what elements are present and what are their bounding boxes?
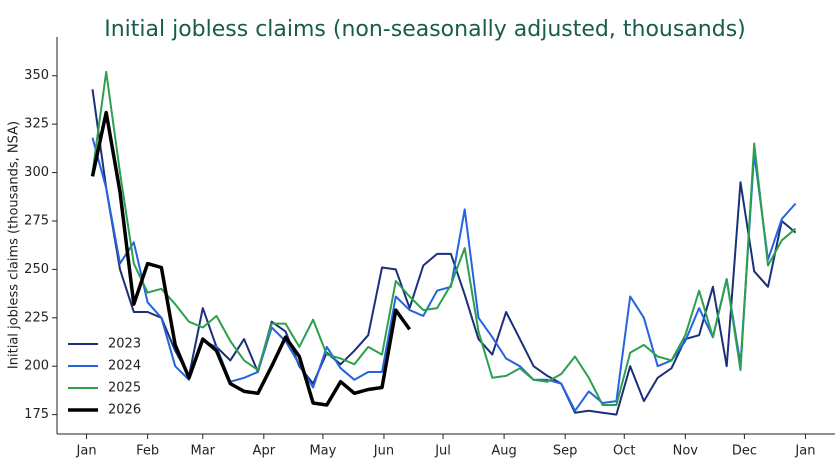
x-tick-label: May [309,444,336,459]
x-tick-label: Jan [794,444,815,459]
y-tick-label: 275 [24,213,49,228]
y-tick-label: 300 [24,165,49,180]
x-tick-label: Dec [732,444,757,459]
x-tick-label: Jan [76,444,97,459]
y-tick-label: 175 [24,407,49,422]
y-tick-label: 200 [24,359,49,374]
y-tick-label: 325 [24,117,49,132]
x-tick-label: Nov [673,444,699,459]
series-line [91,89,797,416]
x-tick-label: Jun [373,444,394,459]
legend-label: 2023 [108,337,141,352]
y-tick-label: 250 [24,262,49,277]
x-tick-label: Sep [553,444,578,459]
legend-label: 2024 [108,359,141,374]
y-tick-label: 225 [24,310,49,325]
x-tick-label: Feb [136,444,159,459]
y-axis-label: Initial jobless claims (thousands, NSA) [7,121,22,369]
x-tick-label: Oct [613,444,635,459]
y-tick-label: 350 [24,68,49,83]
series-line [90,110,412,407]
legend-label: 2025 [108,381,141,396]
x-tick-label: Jul [434,444,451,459]
x-tick-label: Aug [491,444,516,459]
series-line [91,70,797,406]
x-tick-label: Apr [253,444,276,459]
x-tick-label: Mar [190,444,215,459]
series-line [91,137,797,412]
chart-title: Initial jobless claims (non-seasonally a… [104,17,746,42]
legend-label: 2026 [108,403,141,418]
